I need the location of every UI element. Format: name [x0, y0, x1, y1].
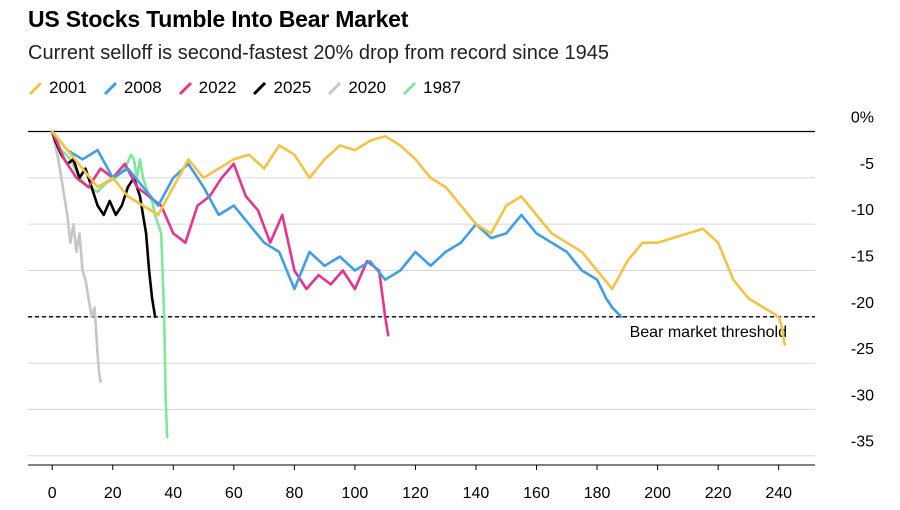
y-tick-label: -20 [851, 295, 874, 312]
x-tick-label: 180 [584, 485, 611, 502]
gridlines [28, 130, 815, 457]
series-layer [50, 130, 787, 439]
legend-swatch-1987 [403, 81, 417, 95]
legend-item-2008: 2008 [103, 78, 162, 98]
x-tick-label: 0 [48, 485, 57, 502]
legend-label-2025: 2025 [273, 78, 312, 97]
series-line-2001 [50, 130, 787, 346]
y-tick-label: -10 [851, 202, 874, 219]
y-tick-label: -35 [851, 434, 874, 451]
series-line-2020 [50, 130, 102, 383]
x-tick-label: 60 [225, 485, 243, 502]
x-tick-label: 240 [765, 485, 792, 502]
legend-swatch-2022 [178, 81, 192, 95]
legend-item-1987: 1987 [402, 78, 461, 98]
chart-title: US Stocks Tumble Into Bear Market [28, 6, 409, 32]
legend-swatch-2008 [103, 81, 117, 95]
x-tick-label: 80 [285, 485, 303, 502]
legend: 2001 2008 2022 2025 2020 1987 [28, 78, 461, 98]
legend-label-1987: 1987 [423, 78, 461, 97]
y-tick-label: -30 [851, 387, 874, 404]
x-tick-label: 20 [104, 485, 122, 502]
x-tick-label: 160 [523, 485, 550, 502]
axis-layer: 0% -5 -10 -15 -20 -25 -30 -35 0 20 40 60 80 100 120 140… [28, 110, 874, 502]
series-line-2025 [50, 130, 157, 319]
legend-label-2022: 2022 [198, 78, 237, 97]
legend-label-2020: 2020 [348, 78, 387, 97]
y-tick-label: 0% [851, 110, 874, 127]
x-tick-label: 100 [342, 485, 369, 502]
series-line-2022 [50, 130, 390, 337]
legend-item-2025: 2025 [252, 78, 311, 98]
x-tick-label: 120 [402, 485, 429, 502]
chart-subtitle: Current selloff is second-fastest 20% dr… [28, 42, 610, 64]
threshold-layer: Bear market threshold [28, 316, 815, 341]
legend-item-2001: 2001 [28, 78, 87, 98]
legend-swatch-2001 [28, 81, 43, 95]
x-tick-label: 40 [164, 485, 182, 502]
y-tick-label: -25 [851, 341, 874, 358]
legend-swatch-2020 [328, 81, 342, 95]
y-tick-label: -5 [860, 156, 874, 173]
x-tick-label: 220 [705, 485, 732, 502]
legend-label-2008: 2008 [123, 78, 162, 97]
bear-threshold-label: Bear market threshold [630, 324, 787, 341]
y-tick-label: -15 [851, 248, 874, 265]
series-line-2008 [50, 130, 623, 319]
x-tick-label: 140 [463, 485, 490, 502]
x-tick-label: 200 [644, 485, 671, 502]
legend-label-2001: 2001 [49, 78, 87, 97]
legend-item-2022: 2022 [178, 78, 237, 98]
legend-item-2020: 2020 [327, 78, 386, 98]
legend-swatch-2025 [253, 81, 267, 95]
